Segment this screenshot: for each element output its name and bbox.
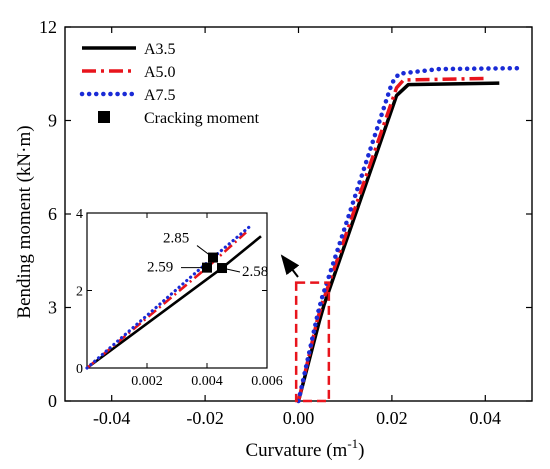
y-tick-label: 9 — [48, 111, 57, 131]
y-tick-label: 0 — [48, 391, 57, 411]
x-axis-label-sup: -1 — [347, 436, 358, 451]
legend-label: A5.0 — [144, 64, 176, 81]
inset-x-tick-label: 0.002 — [131, 374, 163, 389]
series-line-a7-5 — [296, 65, 525, 404]
zoom-highlight-box — [294, 281, 331, 403]
y-tick-label: 3 — [48, 298, 57, 318]
zoom-arrow — [280, 254, 300, 278]
x-axis-label: Curvature (m-1) — [246, 436, 365, 461]
x-tick-label: 0.04 — [470, 408, 502, 428]
annotation-label: 2.85 — [163, 231, 189, 247]
x-axis-label-close: ) — [358, 440, 364, 461]
annotation-leader — [196, 245, 214, 258]
y-axis-label: Bending moment (kN·m) — [14, 125, 35, 318]
legend-label: Cracking moment — [144, 110, 260, 127]
series-line-a3-5 — [296, 81, 500, 402]
legend-label: A7.5 — [144, 87, 176, 104]
annotation-label: 2.59 — [147, 260, 173, 276]
x-tick-label: 0.02 — [376, 408, 408, 428]
inset-x-tick-label: 0.006 — [251, 374, 283, 389]
inset-x-tick-label: 0.004 — [191, 374, 223, 389]
inset-y-tick-label: 4 — [76, 207, 83, 222]
x-tick-label: -0.02 — [186, 408, 224, 428]
y-tick-label: 6 — [48, 204, 57, 224]
y-tick-label: 12 — [39, 17, 57, 37]
legend-marker-cracking-moment — [98, 111, 110, 123]
series-line-a5-0 — [296, 76, 486, 402]
legend-label: A3.5 — [144, 41, 176, 58]
inset-y-tick-label: 0 — [76, 362, 83, 377]
x-tick-label: 0.00 — [283, 408, 315, 428]
inset-y-tick-label: 2 — [76, 285, 83, 300]
annotation-leader — [221, 267, 241, 273]
x-axis-label-main: Curvature (m — [246, 440, 348, 461]
x-tick-label: -0.04 — [93, 408, 131, 428]
annotation-label: 2.58 — [242, 264, 268, 280]
